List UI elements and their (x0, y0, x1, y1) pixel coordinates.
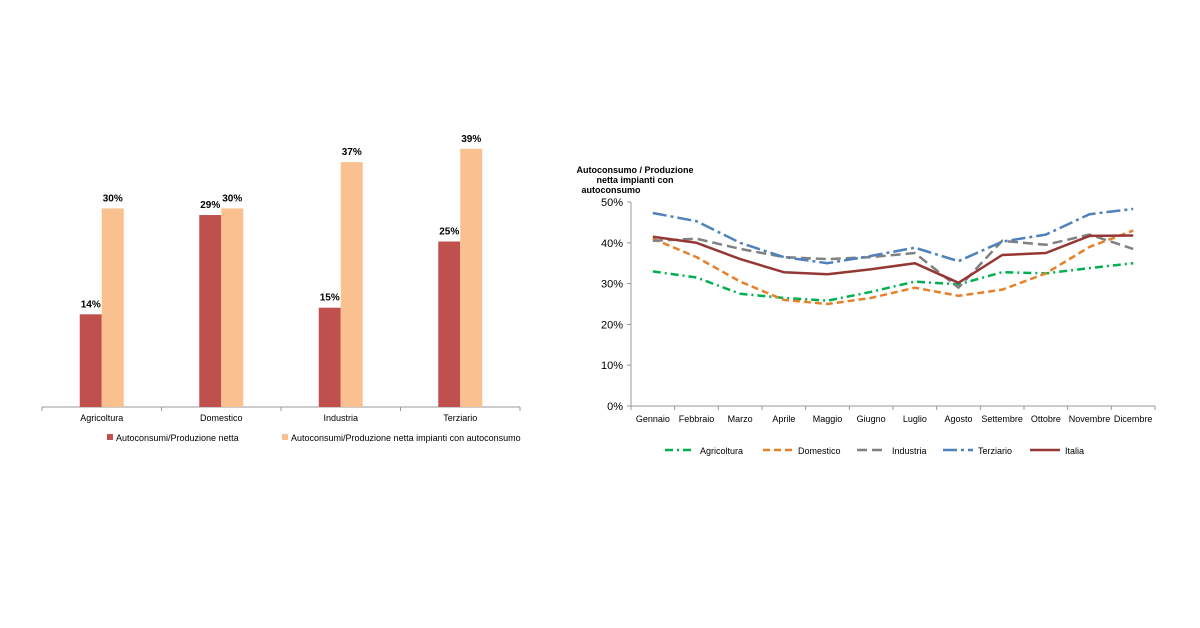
bar-data-label: 39% (461, 134, 481, 145)
series-line-domestico (652, 229, 1134, 306)
legend-label-domestico: Domestico (798, 446, 841, 456)
bar-category-label: Industria (323, 413, 358, 423)
line-x-tick-label: Aprile (772, 414, 795, 424)
line-y-tick-label: 40% (601, 238, 623, 250)
bar-chart: 14%30%Agricoltura29%30%Domestico15%37%In… (41, 134, 521, 443)
line-x-tick-label: Gennaio (636, 414, 670, 424)
bar-agricoltura-series-2 (101, 208, 124, 407)
line-x-tick-label: Marzo (728, 414, 753, 424)
line-x-tick-label: Luglio (903, 414, 927, 424)
line-y-tick-label: 50% (601, 197, 623, 209)
line-x-tick-label: Settembre (981, 414, 1023, 424)
legend-label-series-2: Autoconsumi/Produzione netta impianti co… (291, 433, 521, 443)
line-chart-ylabel-line2: netta impianti con (596, 175, 673, 185)
bar-data-label: 14% (81, 299, 101, 310)
legend-label-terziario: Terziario (978, 446, 1012, 456)
line-x-tick-label: Febbraio (679, 414, 715, 424)
line-x-tick-label: Ottobre (1031, 414, 1061, 424)
legend-label-agricoltura: Agricoltura (700, 446, 743, 456)
legend-label-industria: Industria (892, 446, 927, 456)
bar-industria-series-2 (340, 162, 363, 407)
bar-data-label: 15% (320, 293, 340, 304)
bar-data-label: 37% (342, 147, 362, 158)
bar-domestico-series-1 (199, 215, 222, 407)
bar-data-label: 30% (222, 193, 242, 204)
bar-category-label: Domestico (200, 413, 243, 423)
series-line-italia (652, 234, 1134, 285)
line-y-tick-label: 0% (607, 401, 623, 413)
bar-data-label: 25% (439, 227, 459, 238)
legend-swatch-series-2 (282, 434, 288, 440)
line-x-tick-label: Giugno (857, 414, 886, 424)
bar-domestico-series-2 (221, 208, 244, 407)
bar-category-label: Agricoltura (80, 413, 123, 423)
line-chart-ylabel-line3: autoconsumo (581, 185, 641, 195)
bar-agricoltura-series-1 (79, 314, 102, 407)
line-x-tick-label: Maggio (813, 414, 843, 424)
line-chart-ylabel-line1: Autoconsumo / Produzione (577, 165, 694, 175)
line-x-tick-label: Agosto (944, 414, 972, 424)
series-line-agricoltura (652, 261, 1134, 302)
line-x-tick-label: Dicembre (1114, 414, 1153, 424)
bar-terziario-series-1 (438, 241, 461, 407)
legend-swatch-series-1 (107, 434, 113, 440)
line-y-tick-label: 20% (601, 319, 623, 331)
line-y-tick-label: 30% (601, 279, 623, 291)
series-line-terziario (652, 207, 1134, 265)
legend-label-italia: Italia (1065, 446, 1084, 456)
bar-data-label: 30% (103, 193, 123, 204)
bar-data-label: 29% (200, 200, 220, 211)
series-line-industria (652, 233, 1134, 289)
line-x-tick-label: Novembre (1069, 414, 1111, 424)
bar-terziario-series-2 (460, 148, 483, 407)
legend-label-series-1: Autoconsumi/Produzione netta (116, 433, 239, 443)
bar-category-label: Terziario (443, 413, 477, 423)
bar-industria-series-1 (318, 307, 341, 407)
line-y-tick-label: 10% (601, 360, 623, 372)
